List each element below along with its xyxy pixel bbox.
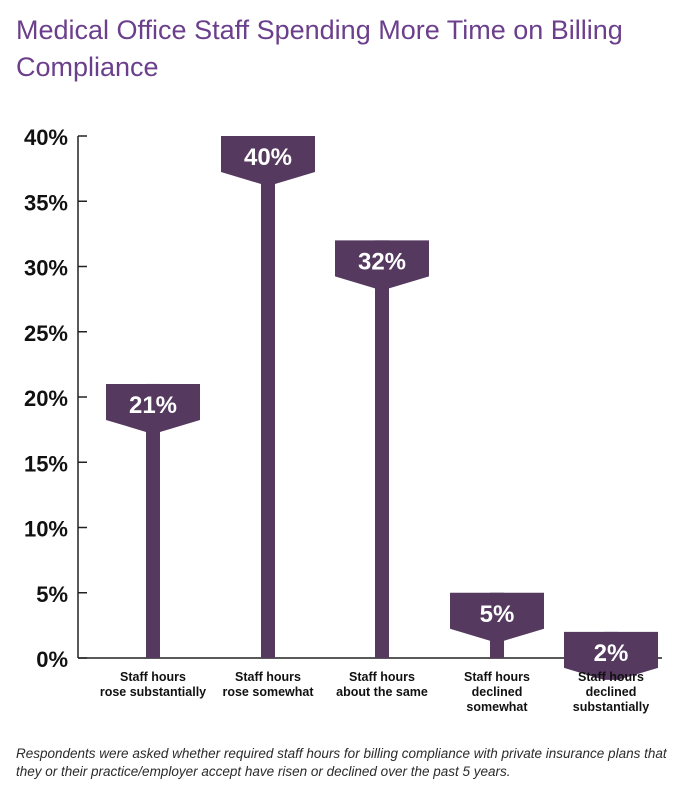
y-tick-label: 40% — [24, 125, 68, 150]
x-tick-label: Staff hours rose somewhat — [222, 670, 314, 699]
y-tick-label: 10% — [24, 517, 68, 542]
y-tick-label: 15% — [24, 451, 68, 476]
bar-flag — [450, 592, 544, 641]
x-tick-label: Staff hours declined substantially — [573, 670, 649, 714]
x-tick-label: Staff hours rose substantially — [100, 670, 206, 699]
bar-value-label: 32% — [358, 248, 406, 275]
bar-value-label: 5% — [480, 601, 515, 628]
bar-value-label: 21% — [129, 392, 177, 419]
bar: 2% — [564, 631, 658, 680]
footnote: Respondents were asked whether required … — [16, 746, 667, 779]
bar-flag — [564, 631, 658, 680]
chart-title: Medical Office Staff Spending More Time … — [16, 15, 623, 82]
bar-stem — [146, 383, 160, 658]
bar-stem — [375, 240, 389, 658]
bar-flag — [335, 240, 429, 289]
y-tick-label: 30% — [24, 256, 68, 281]
bar-stem — [261, 136, 275, 658]
x-tick-label: Staff hours about the same — [336, 670, 428, 699]
y-tick-label: 5% — [36, 582, 68, 607]
bar: 5% — [450, 592, 544, 658]
x-axis-labels: Staff hours rose substantially Staff hours… — [100, 670, 649, 714]
x-tick-label: Staff hours declined somewhat — [464, 670, 530, 714]
bars: 21% 40% 32% 5% 2% — [106, 136, 658, 680]
bar: 32% — [335, 240, 429, 658]
bar-flag — [106, 383, 200, 432]
y-tick-label: 0% — [36, 647, 68, 672]
bar-value-label: 40% — [244, 144, 292, 171]
y-axis: 0% 5% 10% 15% 20% 25% 30% 35% 40% — [24, 125, 662, 672]
bar-flag — [221, 136, 315, 184]
y-tick-label: 35% — [24, 190, 68, 215]
bar-value-label: 2% — [594, 640, 629, 667]
y-tick-label: 25% — [24, 321, 68, 346]
bar: 40% — [221, 136, 315, 658]
y-tick-label: 20% — [24, 386, 68, 411]
bar: 21% — [106, 383, 200, 658]
